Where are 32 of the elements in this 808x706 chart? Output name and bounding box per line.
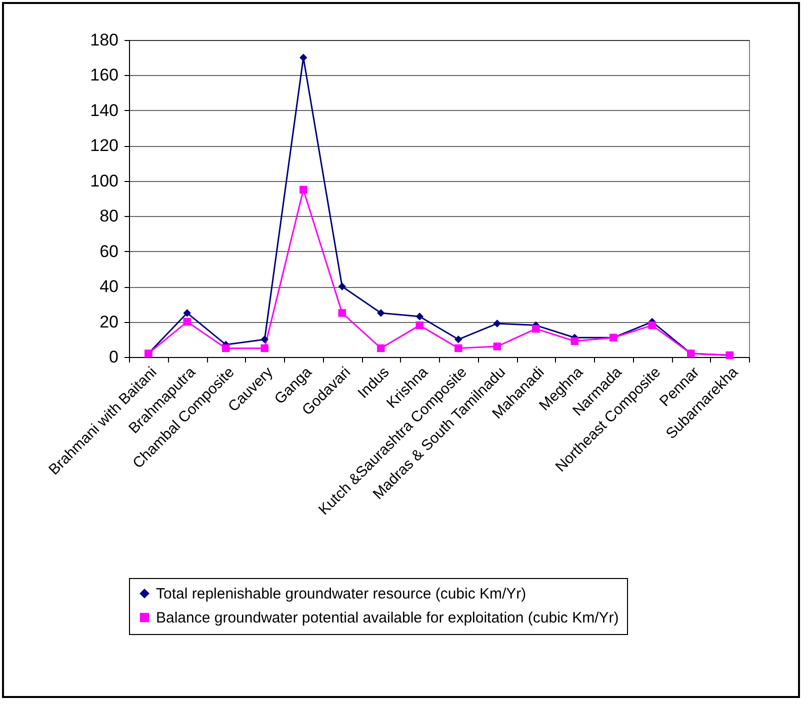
point: [183, 309, 191, 317]
y-tick-label: 80: [100, 206, 118, 226]
point: [222, 344, 230, 352]
point: [183, 318, 191, 326]
y-tick-label: 0: [109, 348, 118, 366]
y-tick-label: 120: [90, 136, 118, 156]
point: [260, 336, 268, 344]
point: [300, 186, 308, 194]
point: [260, 344, 268, 352]
point: [454, 336, 462, 344]
point: [648, 321, 656, 330]
y-tick-label: 140: [90, 100, 118, 120]
y-tick-label: 100: [90, 171, 118, 190]
point: [300, 54, 308, 62]
point: [377, 344, 385, 352]
point: [338, 309, 346, 317]
point: [416, 321, 424, 330]
point: [338, 282, 346, 290]
point: [416, 312, 424, 320]
point: [454, 344, 462, 352]
legend-label: Total replenishable groundwater resource (cubic Km/Yr): [156, 586, 526, 602]
legend-label: Balance groundwater potential available for exploitation (cubic Km/Yr): [156, 610, 619, 626]
y-tick-label: 20: [100, 312, 118, 332]
point: [377, 309, 385, 317]
y-tick-label: 180: [90, 30, 118, 50]
y-tick-label: 60: [100, 242, 118, 261]
y-tick-label: 40: [100, 277, 118, 296]
point: [532, 324, 540, 333]
y-tick-label: 160: [90, 66, 118, 85]
point: [493, 320, 501, 328]
point: [493, 342, 501, 350]
point: [570, 337, 578, 346]
